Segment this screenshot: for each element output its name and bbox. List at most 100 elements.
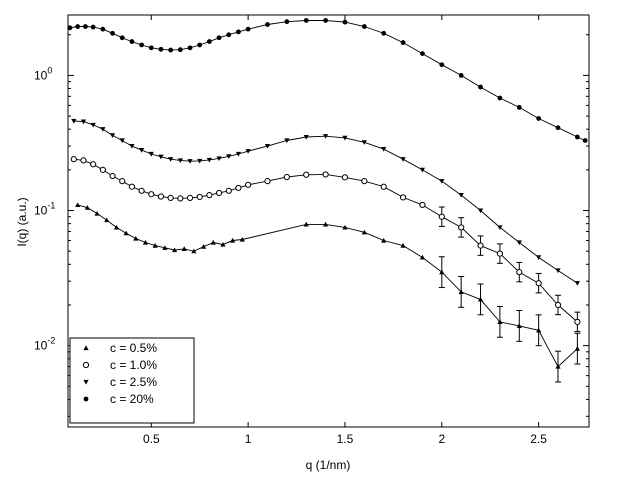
data-point bbox=[245, 181, 252, 188]
data-point bbox=[226, 32, 232, 38]
data-point bbox=[128, 183, 136, 190]
y-axis-label: I(q) (a.u.) bbox=[15, 197, 29, 246]
data-point bbox=[99, 166, 106, 173]
data-point bbox=[186, 194, 194, 202]
legend: c = 0.5% c = 1.0% c = 2.5% c = 20% bbox=[69, 337, 195, 424]
data-point bbox=[283, 173, 290, 181]
data-point bbox=[322, 171, 329, 178]
y-tick-label: 10-2 bbox=[34, 336, 55, 353]
data-point bbox=[458, 289, 464, 294]
x-tick-label: 1.5 bbox=[337, 432, 354, 446]
data-point bbox=[220, 241, 226, 247]
data-point bbox=[90, 24, 96, 30]
data-point bbox=[400, 243, 406, 248]
data-point bbox=[148, 191, 155, 198]
data-point bbox=[167, 194, 174, 202]
data-point bbox=[158, 46, 164, 52]
data-point bbox=[168, 157, 174, 162]
legend-marker bbox=[82, 361, 90, 369]
legend-label: c = 2.5% bbox=[110, 375, 157, 389]
data-point bbox=[303, 171, 310, 178]
data-point bbox=[361, 24, 367, 29]
data-point bbox=[264, 178, 271, 185]
data-point bbox=[197, 42, 203, 48]
data-point bbox=[181, 246, 187, 251]
data-point bbox=[536, 255, 542, 260]
data-point bbox=[94, 210, 100, 216]
data-point bbox=[100, 26, 106, 32]
data-point bbox=[555, 268, 561, 274]
data-point bbox=[119, 35, 125, 41]
data-point bbox=[216, 35, 222, 41]
data-point bbox=[109, 172, 116, 180]
data-point bbox=[361, 140, 367, 145]
data-point bbox=[535, 280, 542, 287]
data-point bbox=[323, 18, 328, 23]
data-point bbox=[225, 187, 232, 194]
data-point bbox=[536, 116, 542, 121]
data-point bbox=[574, 346, 580, 351]
data-point bbox=[554, 301, 562, 309]
data-point bbox=[123, 230, 129, 236]
data-point bbox=[177, 47, 183, 53]
data-point bbox=[380, 183, 387, 190]
data-point bbox=[497, 95, 503, 101]
data-point bbox=[206, 192, 213, 199]
data-point bbox=[265, 22, 270, 27]
data-point bbox=[84, 205, 90, 210]
data-point bbox=[80, 119, 87, 125]
x-tick-label: 1 bbox=[245, 432, 252, 446]
data-point bbox=[206, 39, 212, 44]
data-point bbox=[399, 194, 407, 201]
data-point bbox=[138, 187, 145, 194]
data-point bbox=[133, 235, 139, 241]
data-point bbox=[171, 247, 178, 253]
data-point bbox=[75, 202, 81, 208]
data-point bbox=[400, 40, 406, 45]
data-point bbox=[200, 244, 207, 249]
series-layer bbox=[67, 18, 588, 383]
data-point bbox=[196, 193, 203, 201]
data-point bbox=[148, 45, 154, 51]
data-point bbox=[516, 323, 522, 328]
data-point bbox=[303, 134, 309, 140]
data-point bbox=[83, 24, 88, 29]
data-point bbox=[191, 248, 197, 254]
data-point bbox=[439, 62, 445, 68]
data-point bbox=[67, 25, 73, 31]
legend-label: c = 0.5% bbox=[110, 341, 157, 355]
data-point bbox=[109, 133, 116, 138]
data-point bbox=[303, 221, 309, 227]
data-point bbox=[303, 18, 309, 23]
data-point bbox=[438, 213, 445, 220]
data-point bbox=[516, 104, 522, 110]
series-group bbox=[70, 156, 581, 333]
series-group bbox=[71, 118, 580, 286]
data-point bbox=[341, 174, 349, 181]
data-point bbox=[71, 118, 77, 124]
data-point bbox=[555, 363, 561, 369]
data-point bbox=[458, 224, 465, 231]
data-point bbox=[381, 30, 387, 36]
series-group bbox=[75, 202, 581, 383]
data-point bbox=[361, 178, 368, 185]
data-point bbox=[113, 224, 120, 230]
data-point bbox=[119, 178, 126, 185]
data-point bbox=[90, 161, 97, 168]
data-point bbox=[157, 193, 165, 200]
data-point bbox=[236, 29, 241, 35]
data-point bbox=[129, 143, 135, 149]
data-point bbox=[80, 157, 87, 164]
data-point bbox=[284, 138, 290, 144]
data-point bbox=[342, 135, 348, 141]
x-tick-label: 2 bbox=[438, 432, 445, 446]
data-point bbox=[206, 157, 212, 163]
data-point bbox=[139, 42, 144, 48]
data-point bbox=[582, 138, 588, 143]
data-point bbox=[477, 296, 484, 302]
data-point bbox=[110, 30, 115, 36]
data-point bbox=[158, 154, 164, 160]
data-point bbox=[187, 159, 193, 164]
data-point bbox=[245, 149, 251, 154]
data-point bbox=[497, 319, 503, 324]
